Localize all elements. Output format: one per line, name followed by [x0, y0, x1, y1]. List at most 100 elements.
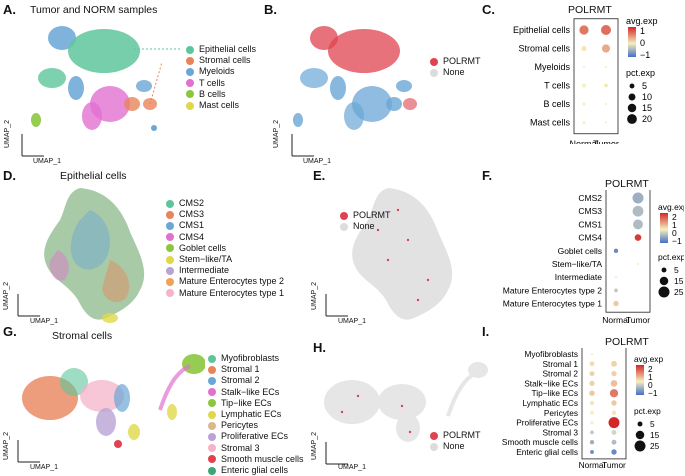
legend-swatch: [430, 68, 438, 77]
col-label: Tumor: [602, 460, 626, 470]
dot-tumor: [604, 83, 608, 88]
legend-label: Tip−like ECs: [221, 397, 272, 408]
axis-arrows: [325, 442, 348, 465]
legend-a: Epithelial cells Stromal cells Myeloids T c…: [186, 44, 256, 111]
legend-label: Mature Enterocytes type 2: [179, 276, 285, 287]
legend-label: T cells: [199, 77, 225, 88]
legend-swatch: [166, 210, 174, 219]
legend-item: Tip−like ECs: [208, 398, 304, 409]
legend-label: CMS3: [179, 209, 205, 220]
legend-item: Stromal cells: [186, 55, 256, 66]
row-label: Mature Enterocytes type 2: [503, 285, 602, 295]
row-label: Intermediate: [555, 272, 603, 282]
axis-arrows: [17, 294, 40, 317]
legend-item: Myofibroblasts: [208, 353, 304, 364]
dotplot-frame: [605, 190, 651, 313]
col-label: Normal: [569, 139, 598, 144]
dot-normal: [590, 410, 594, 415]
legend-item: None: [430, 67, 481, 78]
colorbar-tick: 1: [640, 26, 645, 36]
panel-letter-b: B.: [264, 2, 277, 17]
legend-item: Enteric glial cells: [208, 465, 304, 476]
dot-tumor: [634, 234, 642, 241]
legend-swatch: [166, 222, 174, 230]
legend-label: Stem−like/TA: [179, 254, 233, 265]
legend-swatch: [208, 388, 216, 397]
legend-swatch: [208, 410, 216, 419]
dot-normal: [590, 352, 594, 356]
avg-exp-title: avg.exp: [658, 202, 684, 212]
row-label: Stalk−like ECs: [524, 378, 578, 388]
legend-label: Epithelial cells: [199, 44, 257, 54]
axis-y-label: UMAP_2: [3, 281, 10, 310]
colorbar-tick: −1: [640, 50, 650, 60]
size-legend-dot: [629, 83, 635, 89]
axis-arrows: [291, 134, 314, 157]
legend-swatch: [166, 289, 174, 298]
size-legend-label: 15: [642, 103, 652, 113]
dot-tumor: [604, 121, 608, 124]
axis-arrows: [17, 440, 40, 463]
dot-tumor: [604, 65, 608, 69]
legend-label: Stromal 1: [221, 364, 260, 375]
size-legend-label: 15: [674, 276, 684, 286]
legend-swatch: [186, 79, 194, 88]
legend-label: Myeloids: [199, 66, 235, 77]
legend-swatch: [208, 433, 216, 442]
row-label: Stromal 3: [542, 427, 578, 437]
dotplot-f: CMS2 CMS3 CMS1 CMS4 Goblet cells Stem−like/TA…: [503, 190, 684, 325]
size-legend-label: 25: [674, 287, 684, 297]
colorbar-tick: 2: [648, 364, 653, 374]
legend-label: Stromal cells: [199, 55, 251, 66]
legend-swatch: [430, 431, 438, 440]
legend-label: None: [353, 221, 375, 232]
legend-swatch: [340, 211, 348, 220]
umap-e-clusters: [352, 188, 453, 320]
legend-item: CMS2: [166, 198, 284, 209]
axis-y-label: UMAP_2: [311, 281, 318, 310]
umap-h: [324, 362, 488, 465]
legend-swatch: [186, 101, 194, 110]
size-legend-label: 15: [650, 430, 660, 440]
panel-letter-i: I.: [482, 324, 490, 339]
legend-item: Epithelial cells: [186, 44, 256, 55]
dot-tumor: [632, 192, 644, 204]
umap-a: [21, 26, 182, 157]
row-label: Proliferative ECs: [516, 418, 578, 428]
dot-normal: [581, 45, 587, 52]
dot-normal: [589, 371, 595, 377]
dotplot-frame: [581, 348, 627, 460]
legend-e: POLRMT None: [340, 210, 391, 232]
colorbar: [636, 365, 644, 395]
row-label: Stromal 1: [542, 359, 578, 369]
legend-item: Goblet cells: [166, 243, 284, 254]
legend-item: Intermediate: [166, 265, 284, 276]
legend-item: POLRMT: [340, 210, 391, 221]
axis-arrows: [21, 134, 44, 157]
dot-tumor: [610, 380, 618, 387]
legend-item: Mature Enterocytes type 1: [166, 288, 284, 299]
size-legend-dot: [634, 440, 646, 452]
legend-g: Myofibroblasts Stromal 1 Stromal 2 Stalk−li…: [208, 353, 304, 476]
dot-normal: [582, 65, 586, 69]
dot-tumor: [632, 205, 644, 217]
legend-item: Smooth muscle cells: [208, 454, 304, 465]
legend-b: POLRMT None: [430, 56, 481, 78]
row-label: Epithelial cells: [513, 25, 571, 35]
row-label: Stem−like/TA: [552, 259, 602, 269]
axis-x-label: UMAP_1: [30, 318, 59, 325]
umap-d: [17, 188, 145, 323]
colorbar-tick: 0: [672, 228, 677, 238]
legend-item: Mast cells: [186, 100, 256, 111]
legend-swatch: [208, 354, 216, 363]
dot-normal: [590, 450, 594, 454]
panel-letter-a: A.: [3, 2, 16, 17]
legend-label: Stromal 2: [221, 375, 260, 386]
row-label: CMS2: [578, 193, 602, 203]
axis-y-label: UMAP_2: [273, 119, 280, 148]
dot-normal: [613, 300, 619, 307]
legend-swatch: [430, 442, 438, 451]
legend-label: Enteric glial cells: [221, 465, 289, 476]
legend-label: Intermediate: [179, 265, 230, 276]
dot-normal: [590, 430, 594, 435]
